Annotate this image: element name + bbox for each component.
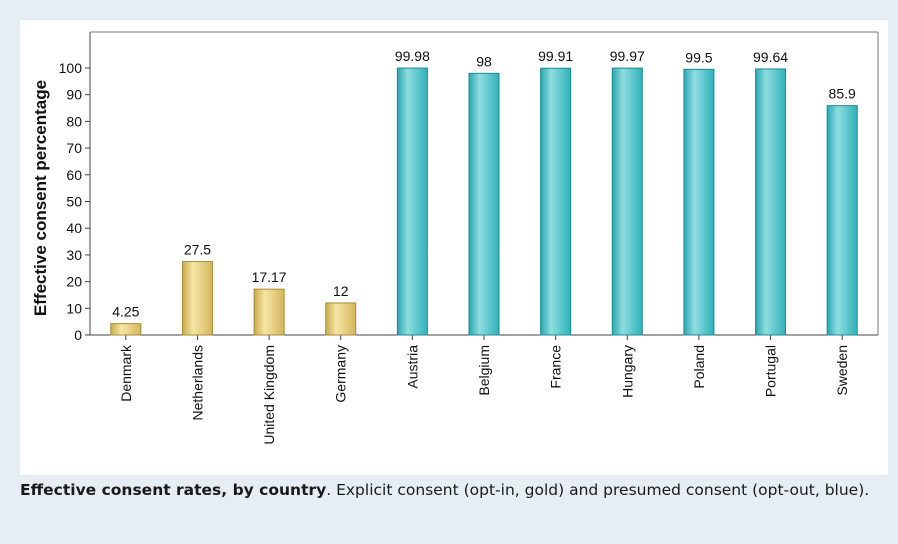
y-tick-label: 20 — [66, 274, 82, 290]
bar-sweden — [826, 105, 858, 336]
y-tick-label: 70 — [66, 140, 82, 156]
value-label: 12 — [333, 283, 349, 299]
value-label: 17.17 — [252, 269, 287, 285]
bar-belgium — [468, 72, 500, 336]
x-tick-label: Austria — [404, 345, 420, 389]
y-tick-label: 80 — [66, 113, 82, 129]
x-tick-label: Netherlands — [189, 345, 205, 421]
x-tick-label: Poland — [691, 345, 707, 389]
value-label: 85.9 — [829, 86, 856, 102]
y-tick-label: 50 — [66, 194, 82, 210]
chart-area: 0 10 20 30 40 50 60 70 80 90 100 4.25 Denmark 27.5 Ne… — [20, 20, 888, 475]
x-tick-label: Portugal — [763, 345, 779, 397]
bar-austria — [396, 67, 428, 336]
x-tick-label: United Kingdom — [261, 345, 277, 445]
x-tick-label: Germany — [333, 345, 349, 403]
value-label: 4.25 — [112, 304, 139, 320]
bar-poland — [683, 68, 715, 336]
value-label: 99.5 — [685, 49, 712, 65]
y-axis-label: Effective consent percentage — [31, 80, 50, 316]
y-tick-label: 30 — [66, 247, 82, 263]
value-label: 99.97 — [610, 48, 645, 64]
x-tick-label: Denmark — [118, 344, 134, 402]
y-tick-label: 60 — [66, 167, 82, 183]
caption-text: . Explicit consent (opt-in, gold) and pr… — [326, 481, 870, 499]
x-tick-label: Sweden — [834, 345, 850, 396]
value-label: 99.64 — [753, 49, 788, 65]
value-label: 99.98 — [395, 48, 430, 64]
bar-hungary — [611, 67, 643, 336]
x-tick-label: France — [548, 345, 564, 389]
y-tick-label: 90 — [66, 87, 82, 103]
y-tick-label: 0 — [74, 327, 82, 343]
value-label: 27.5 — [184, 242, 211, 258]
bar-united-kingdom — [253, 288, 285, 336]
bar-netherlands — [181, 261, 213, 336]
bar-france — [540, 67, 572, 336]
bar-chart: 0 10 20 30 40 50 60 70 80 90 100 4.25 Denmark 27.5 Ne… — [31, 31, 879, 445]
value-label: 98 — [476, 53, 492, 69]
y-tick-label: 40 — [66, 220, 82, 236]
value-label: 99.91 — [538, 48, 573, 64]
y-tick-label: 100 — [59, 60, 83, 76]
x-tick-label: Hungary — [619, 345, 635, 398]
x-tick-label: Belgium — [476, 345, 492, 396]
figure-caption: Effective consent rates, by country. Exp… — [20, 480, 890, 501]
caption-title: Effective consent rates, by country — [20, 481, 327, 499]
bar-portugal — [755, 68, 787, 336]
bar-germany — [325, 302, 357, 336]
figure-panel: 0 10 20 30 40 50 60 70 80 90 100 4.25 Denmark 27.5 Ne… — [10, 10, 888, 534]
y-tick-label: 10 — [66, 300, 82, 316]
bar-denmark — [110, 323, 142, 336]
